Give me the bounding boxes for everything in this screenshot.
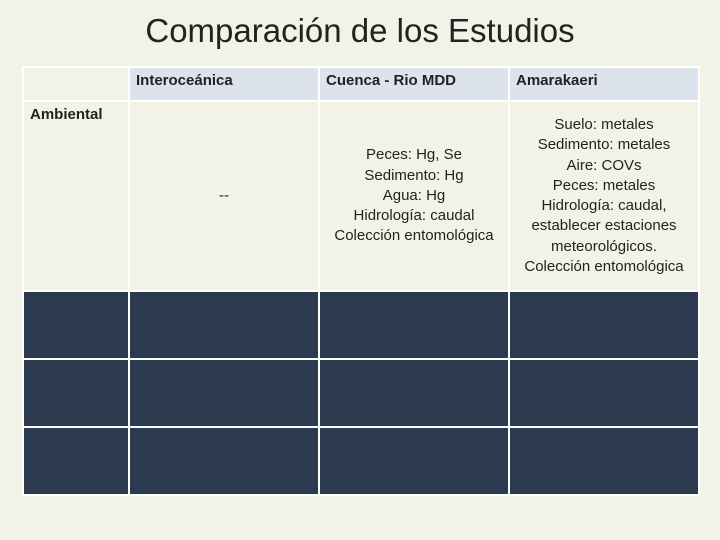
- table-wrap: Interoceánica Cuenca - Rio MDD Amarakaer…: [22, 66, 698, 540]
- comparison-table: Interoceánica Cuenca - Rio MDD Amarakaer…: [22, 66, 700, 496]
- row-label: Ambiental: [23, 101, 129, 291]
- dark-cell: [509, 427, 699, 495]
- cell-text: Suelo: metales Sedimento: metales Aire: …: [516, 115, 692, 277]
- header-col-1: Interoceánica: [129, 67, 319, 101]
- table-dark-row: [23, 359, 699, 427]
- slide: Comparación de los Estudios Interoceánic…: [0, 0, 720, 540]
- cell-text: --: [136, 186, 312, 206]
- slide-title: Comparación de los Estudios: [22, 12, 698, 50]
- cell-interoceanica: --: [129, 101, 319, 291]
- cell-amarakaeri: Suelo: metales Sedimento: metales Aire: …: [509, 101, 699, 291]
- dark-cell: [319, 427, 509, 495]
- header-col-3: Amarakaeri: [509, 67, 699, 101]
- table-dark-row: [23, 427, 699, 495]
- cell-text: Peces: Hg, Se Sedimento: Hg Agua: Hg Hid…: [326, 145, 502, 246]
- dark-cell: [23, 291, 129, 359]
- dark-cell: [23, 359, 129, 427]
- dark-cell: [509, 359, 699, 427]
- dark-cell: [129, 359, 319, 427]
- dark-cell: [129, 291, 319, 359]
- dark-cell: [509, 291, 699, 359]
- table-row: Ambiental -- Peces: Hg, Se Sedimento: Hg…: [23, 101, 699, 291]
- dark-cell: [319, 359, 509, 427]
- dark-cell: [129, 427, 319, 495]
- table-header-row: Interoceánica Cuenca - Rio MDD Amarakaer…: [23, 67, 699, 101]
- table-dark-row: [23, 291, 699, 359]
- dark-cell: [23, 427, 129, 495]
- header-col-2: Cuenca - Rio MDD: [319, 67, 509, 101]
- cell-cuenca: Peces: Hg, Se Sedimento: Hg Agua: Hg Hid…: [319, 101, 509, 291]
- dark-cell: [319, 291, 509, 359]
- header-blank: [23, 67, 129, 101]
